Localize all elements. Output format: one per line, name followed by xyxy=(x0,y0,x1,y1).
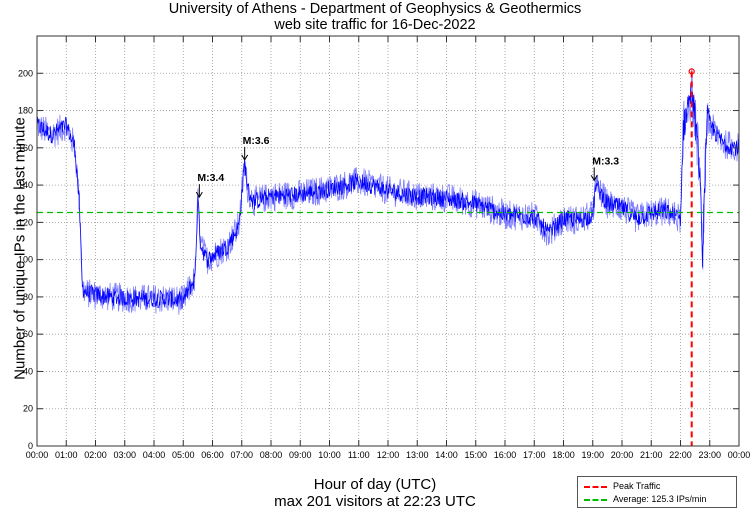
x-axis-label: Hour of day (UTC) xyxy=(313,476,437,493)
traffic-line xyxy=(36,82,739,310)
plot-frame xyxy=(36,35,740,447)
x-tick-label: 06:00 xyxy=(201,450,224,460)
chart-subtitle: web site traffic for 16-Dec-2022 xyxy=(274,17,476,33)
legend-entry-peak: Peak Traffic xyxy=(584,480,660,492)
legend-swatch-peak xyxy=(584,485,607,488)
legend: Peak Traffic Average: 125.3 IPs/min xyxy=(577,476,737,508)
x-axis-sublabel: max 201 visitors at 22:23 UTC xyxy=(274,493,476,510)
y-tick-label: 100 xyxy=(18,255,33,265)
x-tick-label: 17:00 xyxy=(523,450,546,460)
annotation-arrow-head xyxy=(195,191,203,199)
annotation-label: M:3.4 xyxy=(197,172,224,184)
y-tick-label: 60 xyxy=(23,329,33,339)
annotation-arrow-head xyxy=(590,175,598,182)
x-tick-label: 20:00 xyxy=(611,450,634,460)
x-tick-label: 00:00 xyxy=(728,450,750,460)
y-tick-label: 80 xyxy=(23,292,33,302)
peak-marker xyxy=(688,68,695,75)
y-tick-label: 40 xyxy=(23,366,33,376)
annotations-layer: M:3.4 M:3.6 M:3.3 xyxy=(195,135,619,199)
x-tick-label: 10:00 xyxy=(318,450,341,460)
annotation-label: M:3.3 xyxy=(592,155,619,167)
y-tick-label: 120 xyxy=(18,217,33,227)
y-tick-label: 0 xyxy=(28,441,33,451)
x-tick-label: 03:00 xyxy=(113,450,136,460)
annotation-arrow-head xyxy=(241,154,249,161)
x-tick-label: 02:00 xyxy=(84,450,107,460)
x-tick-label: 16:00 xyxy=(494,450,517,460)
x-tick-label: 08:00 xyxy=(260,450,283,460)
y-tick-label: 20 xyxy=(23,404,33,414)
y-tick-label: 200 xyxy=(18,68,33,78)
legend-label-average: Average: 125.3 IPs/min xyxy=(613,494,707,504)
x-tick-label: 13:00 xyxy=(406,450,429,460)
x-tick-label: 12:00 xyxy=(377,450,400,460)
x-tick-label: 18:00 xyxy=(552,450,575,460)
x-tick-label: 05:00 xyxy=(172,450,195,460)
legend-label-peak: Peak Traffic xyxy=(613,481,661,491)
legend-entry-average: Average: 125.3 IPs/min xyxy=(584,493,706,505)
x-tick-label: 04:00 xyxy=(143,450,166,460)
grid-lines xyxy=(37,36,739,446)
x-tick-label: 19:00 xyxy=(581,450,604,460)
x-tick-label: 09:00 xyxy=(289,450,312,460)
annotation-label: M:3.6 xyxy=(243,135,270,147)
x-tick-label: 00:00 xyxy=(26,450,49,460)
x-tick-label: 11:00 xyxy=(348,450,370,460)
axes-layer: 0 20 40 60 80 100 120 140 160 180 200 00:00 01:00 02:… xyxy=(18,35,750,460)
x-tick-label: 22:00 xyxy=(669,450,692,460)
y-tick-label: 140 xyxy=(18,180,33,190)
chart-title: University of Athens - Department of Geo… xyxy=(168,1,582,17)
x-tick-label: 23:00 xyxy=(698,450,721,460)
y-tick-label: 160 xyxy=(18,143,33,153)
x-tick-label: 01:00 xyxy=(55,450,78,460)
y-axis-label: Number of unique IPs in the last minute xyxy=(11,117,29,380)
x-tick-label: 15:00 xyxy=(464,450,487,460)
x-tick-label: 07:00 xyxy=(230,450,253,460)
legend-swatch-average xyxy=(584,498,607,501)
y-tick-label: 180 xyxy=(18,106,33,116)
x-tick-label: 21:00 xyxy=(640,450,663,460)
series-layer xyxy=(36,68,739,446)
x-tick-label: 14:00 xyxy=(435,450,458,460)
